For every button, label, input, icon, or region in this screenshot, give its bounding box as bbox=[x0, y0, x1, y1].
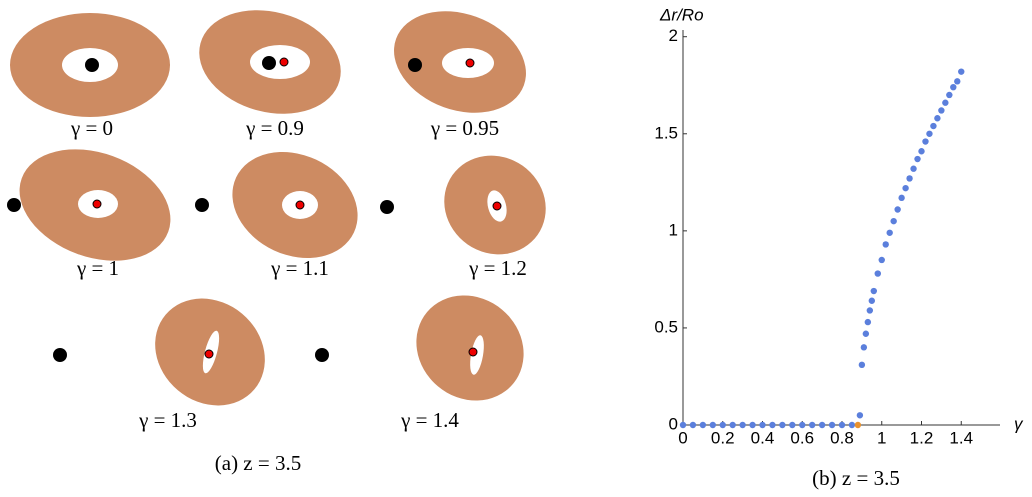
y-tick-label: 0.5 bbox=[654, 317, 678, 336]
x-tick-label: 1.2 bbox=[910, 428, 934, 447]
black-dot bbox=[85, 58, 99, 72]
point bbox=[938, 107, 945, 114]
point bbox=[906, 175, 913, 182]
point bbox=[789, 421, 796, 429]
point bbox=[679, 421, 687, 429]
point bbox=[709, 421, 717, 429]
point bbox=[926, 130, 933, 137]
point bbox=[910, 165, 917, 172]
x-tick-label: 0.8 bbox=[830, 428, 854, 447]
point bbox=[868, 297, 876, 304]
point bbox=[729, 421, 736, 429]
red-dot bbox=[204, 349, 214, 359]
red-dot bbox=[295, 200, 305, 210]
point bbox=[902, 184, 909, 192]
y-tick-label: 0 bbox=[669, 414, 678, 433]
point bbox=[918, 148, 925, 155]
shape-labels: γ = 0 γ = 0.9 γ = 0.95 γ = 1 γ = 1.1 γ =… bbox=[70, 116, 900, 490]
shapes-panel bbox=[7, 10, 546, 406]
x-tick-label: 0 bbox=[678, 428, 687, 447]
hole bbox=[470, 335, 484, 375]
caption: (b) z = 3.5 bbox=[812, 466, 900, 490]
y-tick-label: 1.5 bbox=[654, 123, 678, 142]
x-tick-label: 0.6 bbox=[790, 428, 814, 447]
shape-label: γ = 1 bbox=[76, 256, 119, 280]
point bbox=[864, 318, 872, 326]
point bbox=[719, 421, 726, 429]
point bbox=[958, 68, 965, 75]
x-axis-label: γ bbox=[1014, 414, 1024, 433]
black-dot bbox=[7, 198, 21, 212]
red-dot bbox=[468, 347, 478, 357]
point bbox=[818, 421, 826, 429]
black-dot bbox=[315, 348, 329, 362]
point bbox=[898, 194, 905, 202]
red-dot bbox=[92, 199, 102, 209]
point bbox=[914, 155, 921, 163]
black-dot bbox=[53, 348, 67, 362]
point bbox=[858, 361, 866, 369]
x-tick-label: 0.4 bbox=[751, 428, 775, 447]
point bbox=[922, 138, 929, 145]
point bbox=[934, 115, 941, 122]
shape bbox=[416, 295, 524, 401]
black-dot bbox=[380, 200, 394, 214]
point bbox=[699, 421, 707, 429]
black-dot bbox=[195, 198, 209, 212]
point bbox=[769, 421, 776, 429]
shape-label: γ = 1.3 bbox=[138, 408, 197, 432]
point bbox=[890, 217, 897, 225]
x-tick-label: 1.4 bbox=[949, 428, 973, 447]
point bbox=[739, 421, 746, 429]
point bbox=[759, 421, 766, 429]
point bbox=[946, 91, 953, 99]
point bbox=[779, 421, 786, 429]
red-dot bbox=[492, 201, 502, 211]
point bbox=[886, 229, 893, 236]
point bbox=[848, 421, 856, 429]
point bbox=[930, 122, 937, 130]
point bbox=[942, 99, 949, 106]
point bbox=[828, 421, 836, 429]
x-tick-label: 1 bbox=[877, 428, 886, 447]
point bbox=[854, 421, 862, 429]
shape-label: γ = 1.4 bbox=[400, 408, 459, 432]
point bbox=[870, 287, 877, 295]
black-dot bbox=[408, 58, 422, 72]
point bbox=[749, 421, 756, 429]
point bbox=[689, 421, 697, 429]
shape-label: γ = 0.9 bbox=[245, 116, 304, 140]
point bbox=[799, 421, 806, 429]
shape-label: γ = 1.1 bbox=[270, 256, 329, 280]
point bbox=[838, 421, 846, 429]
point bbox=[856, 412, 864, 419]
y-axis-label: Δr/Ro bbox=[659, 5, 704, 24]
red-dot bbox=[279, 57, 289, 67]
x-tick-label: 0.2 bbox=[711, 428, 735, 447]
point bbox=[882, 241, 889, 248]
shape-label: γ = 0 bbox=[70, 116, 113, 140]
y-tick-label: 2 bbox=[669, 26, 678, 45]
point bbox=[950, 83, 957, 91]
point bbox=[874, 270, 881, 277]
caption: (a) z = 3.5 bbox=[215, 451, 301, 475]
point bbox=[862, 330, 870, 337]
point bbox=[860, 344, 868, 351]
black-dot bbox=[262, 56, 276, 70]
point bbox=[866, 307, 874, 314]
point bbox=[808, 421, 816, 429]
point bbox=[894, 206, 901, 213]
shape-label: γ = 0.95 bbox=[430, 116, 499, 140]
y-tick-label: 1 bbox=[669, 220, 678, 239]
point bbox=[954, 78, 961, 85]
point bbox=[878, 256, 885, 264]
red-dot bbox=[465, 58, 475, 68]
shape-label: γ = 1.2 bbox=[468, 256, 527, 280]
